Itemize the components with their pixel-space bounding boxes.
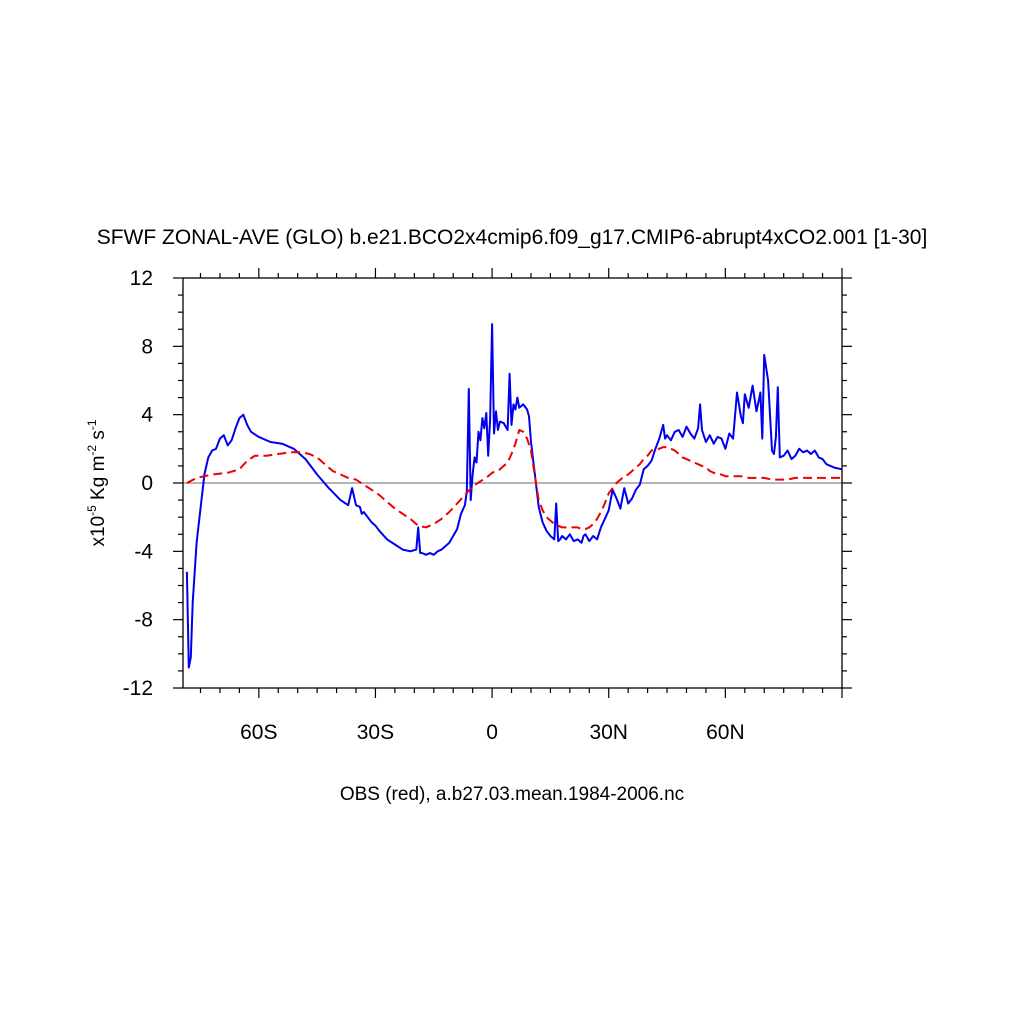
x-tick-labels: 60S 30S 0 30N 60N — [240, 721, 745, 744]
series-line-1 — [185, 323, 843, 669]
x-tick-label: 30N — [589, 721, 628, 744]
x-tick-label: 60N — [706, 721, 745, 744]
x-axis-label: OBS (red), a.b27.03.mean.1984-2006.nc — [340, 784, 684, 805]
x-tick-label: 0 — [486, 721, 498, 744]
y-tick-label: -4 — [134, 540, 153, 563]
tick-marks — [173, 268, 852, 698]
y-tick-label: 4 — [141, 404, 153, 427]
y-axis-label-unit: Kg m — [88, 456, 109, 506]
series-line-2 — [186, 429, 842, 531]
x-tick-label: 60S — [240, 721, 277, 744]
chart-title: SFWF ZONAL-AVE (GLO) b.e21.BCO2x4cmip6.f… — [97, 226, 928, 249]
y-axis-label-unit-2: s — [88, 430, 109, 445]
y-axis-label-exponent-3: -1 — [85, 419, 99, 430]
y-tick-label: 12 — [130, 267, 153, 290]
y-tick-labels: 12 8 4 0 -4 -8 -12 — [123, 267, 154, 700]
y-axis-label-prefix: x10 — [88, 516, 109, 547]
y-axis-label-exponent: -5 — [85, 505, 99, 516]
y-tick-label: 8 — [141, 335, 153, 358]
y-axis-label: x10-5 Kg m-2 s-1 — [85, 419, 109, 546]
y-tick-label: 0 — [141, 472, 153, 495]
y-tick-label: -8 — [134, 609, 153, 632]
plot-area — [173, 268, 852, 698]
y-tick-label: -12 — [123, 677, 153, 700]
y-axis-label-exponent-2: -2 — [85, 445, 99, 456]
series-layer — [185, 323, 843, 669]
x-tick-label: 30S — [357, 721, 394, 744]
